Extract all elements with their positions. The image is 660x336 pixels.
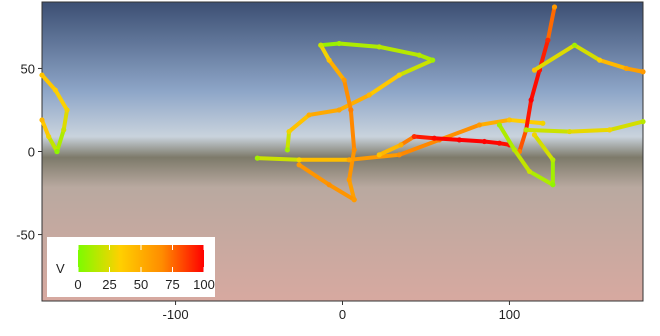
trajectory-point xyxy=(64,107,69,112)
y-tick-label: 50 xyxy=(21,61,35,76)
trajectory-point xyxy=(54,149,59,154)
trajectory-segment xyxy=(526,130,569,132)
trajectory-point xyxy=(348,107,353,112)
trajectory-segment xyxy=(414,137,434,139)
trajectory-point xyxy=(61,127,66,132)
colorbar-tick-label: 25 xyxy=(102,277,116,292)
trajectory-point xyxy=(255,156,260,161)
trajectory-point xyxy=(417,53,422,58)
chart: V -100 0 100 -50 0 50 0 25 50 75 100 xyxy=(0,0,660,331)
trajectory-point xyxy=(550,157,555,162)
trajectory-point xyxy=(550,182,555,187)
colorbar-tick-label: 100 xyxy=(193,277,215,292)
trajectory-point xyxy=(524,127,529,132)
trajectory-point xyxy=(377,152,382,157)
trajectory-point xyxy=(572,43,577,48)
trajectory-point xyxy=(398,142,403,147)
trajectory-point xyxy=(607,127,612,132)
trajectory-point xyxy=(497,122,502,127)
y-tick-label: -50 xyxy=(16,228,35,243)
trajectory-point xyxy=(342,77,347,82)
y-tick-label: 0 xyxy=(28,145,35,160)
trajectory-point xyxy=(552,4,557,9)
colorbar-tick-label: 75 xyxy=(165,277,179,292)
trajectory-point xyxy=(337,107,342,112)
trajectory-point xyxy=(527,169,532,174)
trajectory-point xyxy=(377,44,382,49)
trajectory-point xyxy=(532,132,537,137)
trajectory-point xyxy=(39,72,44,77)
trajectory-segment xyxy=(257,158,299,160)
trajectory-point xyxy=(337,41,342,46)
trajectory-point xyxy=(286,129,291,134)
trajectory-segment xyxy=(434,138,459,140)
trajectory-point xyxy=(477,122,482,127)
trajectory-point xyxy=(457,137,462,142)
colorbar-tick-label: 50 xyxy=(134,277,148,292)
trajectory-point xyxy=(412,134,417,139)
trajectory-point xyxy=(327,182,332,187)
trajectory-point xyxy=(53,87,58,92)
trajectory-point xyxy=(352,197,357,202)
trajectory-point xyxy=(529,97,534,102)
trajectory-point xyxy=(352,147,357,152)
trajectory-point xyxy=(318,43,323,48)
trajectory-point xyxy=(347,157,352,162)
trajectory-point xyxy=(347,177,352,182)
trajectory-point xyxy=(285,147,290,152)
trajectory-point xyxy=(327,58,332,63)
trajectory-segment xyxy=(287,132,289,150)
trajectory-point xyxy=(39,117,44,122)
trajectory-segment xyxy=(570,130,610,132)
trajectory-segment xyxy=(459,140,484,142)
trajectory-point xyxy=(432,136,437,141)
trajectory-point xyxy=(545,38,550,43)
trajectory-point xyxy=(640,119,645,124)
colorbar-label: V xyxy=(56,261,65,276)
trajectory-point xyxy=(540,121,545,126)
x-tick-label: -100 xyxy=(163,307,189,322)
trajectory-point xyxy=(307,112,312,117)
trajectory-point xyxy=(367,92,372,97)
trajectory-point xyxy=(567,129,572,134)
trajectory-point xyxy=(497,141,502,146)
trajectory-point xyxy=(430,58,435,63)
trajectory-point xyxy=(507,117,512,122)
trajectory-point xyxy=(397,72,402,77)
trajectory-segment xyxy=(321,44,339,46)
trajectory-point xyxy=(512,147,517,152)
trajectory-point xyxy=(624,66,629,71)
trajectory-point xyxy=(397,152,402,157)
x-tick-label: 0 xyxy=(339,307,346,322)
x-tick-label: 100 xyxy=(499,307,521,322)
trajectory-point xyxy=(640,69,645,74)
trajectory-point xyxy=(296,157,301,162)
trajectory-point xyxy=(532,68,537,73)
trajectory-point xyxy=(482,139,487,144)
trajectory-point xyxy=(296,162,301,167)
colorbar-tick-label: 0 xyxy=(74,277,81,292)
trajectory-point xyxy=(597,58,602,63)
trajectory-point xyxy=(46,134,51,139)
